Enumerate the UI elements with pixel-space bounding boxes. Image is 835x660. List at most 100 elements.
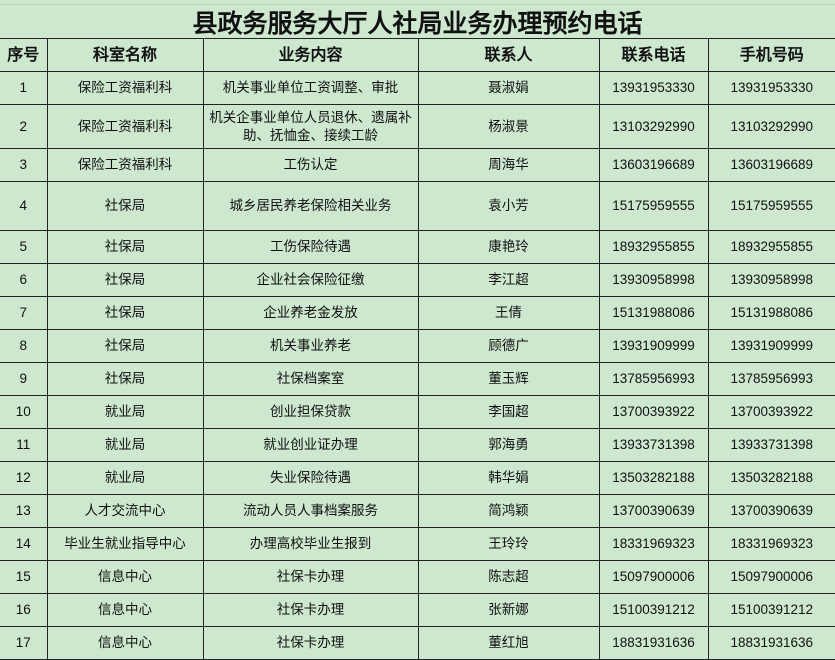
cell-mobile[interactable]: 15131988086	[707, 296, 835, 330]
cell-service[interactable]: 机关企事业单位人员退休、遗属补助、抚恤金、接续工龄	[202, 104, 419, 149]
cell-mobile[interactable]: 13930958998	[707, 263, 835, 297]
cell-phone[interactable]: 13700393922	[598, 395, 709, 429]
cell-phone[interactable]: 13103292990	[598, 104, 709, 149]
cell-department[interactable]: 就业局	[46, 395, 204, 429]
header-mobile[interactable]: 手机号码	[707, 38, 835, 72]
cell-index[interactable]: 15	[0, 560, 48, 594]
cell-mobile[interactable]: 15100391212	[707, 593, 835, 627]
cell-mobile[interactable]: 13933731398	[707, 428, 835, 462]
cell-mobile[interactable]: 13503282188	[707, 461, 835, 495]
cell-mobile[interactable]: 18932955855	[707, 230, 835, 264]
cell-department[interactable]: 社保局	[46, 296, 204, 330]
cell-department[interactable]: 社保局	[46, 181, 204, 231]
cell-contact[interactable]: 周海华	[417, 148, 600, 182]
cell-index[interactable]: 10	[0, 395, 48, 429]
cell-contact[interactable]: 陈志超	[417, 560, 600, 594]
cell-service[interactable]: 社保卡办理	[202, 593, 419, 627]
cell-index[interactable]: 1	[0, 71, 48, 105]
cell-mobile[interactable]: 13931953330	[707, 71, 835, 105]
header-department[interactable]: 科室名称	[46, 38, 204, 72]
cell-service[interactable]: 工伤认定	[202, 148, 419, 182]
cell-index[interactable]: 6	[0, 263, 48, 297]
cell-department[interactable]: 信息中心	[46, 560, 204, 594]
header-phone[interactable]: 联系电话	[598, 38, 709, 72]
header-index[interactable]: 序号	[0, 38, 48, 72]
cell-department[interactable]: 保险工资福利科	[46, 148, 204, 182]
cell-phone[interactable]: 13785956993	[598, 362, 709, 396]
cell-department[interactable]: 就业局	[46, 428, 204, 462]
cell-contact[interactable]: 杨淑景	[417, 104, 600, 149]
cell-service[interactable]: 社保卡办理	[202, 626, 419, 660]
cell-index[interactable]: 11	[0, 428, 48, 462]
cell-department[interactable]: 保险工资福利科	[46, 104, 204, 149]
cell-index[interactable]: 2	[0, 104, 48, 149]
cell-phone[interactable]: 13931909999	[598, 329, 709, 363]
cell-phone[interactable]: 15097900006	[598, 560, 709, 594]
cell-mobile[interactable]: 18331969323	[707, 527, 835, 561]
cell-index[interactable]: 13	[0, 494, 48, 528]
cell-phone[interactable]: 13933731398	[598, 428, 709, 462]
cell-service[interactable]: 社保卡办理	[202, 560, 419, 594]
cell-service[interactable]: 社保档案室	[202, 362, 419, 396]
cell-index[interactable]: 4	[0, 181, 48, 231]
cell-phone[interactable]: 15131988086	[598, 296, 709, 330]
cell-index[interactable]: 5	[0, 230, 48, 264]
cell-mobile[interactable]: 13931909999	[707, 329, 835, 363]
cell-department[interactable]: 毕业生就业指导中心	[46, 527, 204, 561]
cell-department[interactable]: 社保局	[46, 362, 204, 396]
cell-index[interactable]: 7	[0, 296, 48, 330]
cell-service[interactable]: 城乡居民养老保险相关业务	[202, 181, 419, 231]
header-contact[interactable]: 联系人	[417, 38, 600, 72]
cell-index[interactable]: 3	[0, 148, 48, 182]
cell-contact[interactable]: 康艳玲	[417, 230, 600, 264]
cell-service[interactable]: 失业保险待遇	[202, 461, 419, 495]
cell-phone[interactable]: 13700390639	[598, 494, 709, 528]
cell-service[interactable]: 创业担保贷款	[202, 395, 419, 429]
cell-contact[interactable]: 李江超	[417, 263, 600, 297]
cell-department[interactable]: 信息中心	[46, 626, 204, 660]
cell-department[interactable]: 信息中心	[46, 593, 204, 627]
cell-mobile[interactable]: 15097900006	[707, 560, 835, 594]
cell-contact[interactable]: 简鸿颖	[417, 494, 600, 528]
cell-service[interactable]: 企业社会保险征缴	[202, 263, 419, 297]
cell-phone[interactable]: 13603196689	[598, 148, 709, 182]
cell-phone[interactable]: 18331969323	[598, 527, 709, 561]
cell-phone[interactable]: 15175959555	[598, 181, 709, 231]
cell-service[interactable]: 流动人员人事档案服务	[202, 494, 419, 528]
cell-index[interactable]: 16	[0, 593, 48, 627]
cell-index[interactable]: 12	[0, 461, 48, 495]
cell-mobile[interactable]: 13103292990	[707, 104, 835, 149]
cell-contact[interactable]: 郭海勇	[417, 428, 600, 462]
cell-mobile[interactable]: 13603196689	[707, 148, 835, 182]
cell-phone[interactable]: 13503282188	[598, 461, 709, 495]
cell-service[interactable]: 工伤保险待遇	[202, 230, 419, 264]
cell-phone[interactable]: 13930958998	[598, 263, 709, 297]
cell-service[interactable]: 就业创业证办理	[202, 428, 419, 462]
cell-contact[interactable]: 李国超	[417, 395, 600, 429]
cell-department[interactable]: 社保局	[46, 329, 204, 363]
cell-mobile[interactable]: 13700390639	[707, 494, 835, 528]
cell-contact[interactable]: 顾德广	[417, 329, 600, 363]
cell-mobile[interactable]: 13700393922	[707, 395, 835, 429]
cell-mobile[interactable]: 18831931636	[707, 626, 835, 660]
cell-service[interactable]: 企业养老金发放	[202, 296, 419, 330]
cell-contact[interactable]: 董玉辉	[417, 362, 600, 396]
cell-mobile[interactable]: 13785956993	[707, 362, 835, 396]
cell-department[interactable]: 保险工资福利科	[46, 71, 204, 105]
cell-contact[interactable]: 王倩	[417, 296, 600, 330]
sheet-title[interactable]: 县政务服务大厅人社局业务办理预约电话	[0, 5, 835, 39]
cell-service[interactable]: 机关事业养老	[202, 329, 419, 363]
cell-department[interactable]: 社保局	[46, 263, 204, 297]
cell-contact[interactable]: 韩华娟	[417, 461, 600, 495]
cell-service[interactable]: 机关事业单位工资调整、审批	[202, 71, 419, 105]
cell-phone[interactable]: 18831931636	[598, 626, 709, 660]
cell-index[interactable]: 8	[0, 329, 48, 363]
cell-department[interactable]: 社保局	[46, 230, 204, 264]
cell-index[interactable]: 14	[0, 527, 48, 561]
cell-phone[interactable]: 15100391212	[598, 593, 709, 627]
cell-phone[interactable]: 18932955855	[598, 230, 709, 264]
cell-contact[interactable]: 董红旭	[417, 626, 600, 660]
cell-service[interactable]: 办理高校毕业生报到	[202, 527, 419, 561]
cell-contact[interactable]: 袁小芳	[417, 181, 600, 231]
header-service[interactable]: 业务内容	[202, 38, 419, 72]
